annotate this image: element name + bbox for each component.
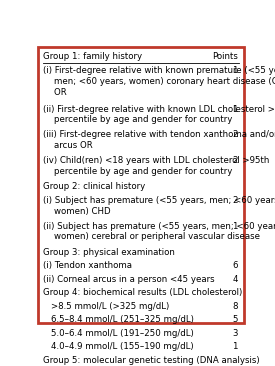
Text: 2: 2 <box>232 156 238 165</box>
Text: 6.5–8.4 mmol/L (251–325 mg/dL): 6.5–8.4 mmol/L (251–325 mg/dL) <box>51 315 194 324</box>
Text: 2: 2 <box>232 196 238 205</box>
Text: (ii) Corneal arcus in a person <45 years: (ii) Corneal arcus in a person <45 years <box>43 275 214 284</box>
Text: 8: 8 <box>232 302 238 311</box>
Text: 1: 1 <box>232 105 238 113</box>
Text: (iv) Child(ren) <18 years with LDL cholesterol >95th
    percentile by age and g: (iv) Child(ren) <18 years with LDL chole… <box>43 156 269 176</box>
Text: 1: 1 <box>232 342 238 351</box>
Text: 3: 3 <box>232 329 238 338</box>
Text: 5.0–6.4 mmol/L (191–250 mg/dL): 5.0–6.4 mmol/L (191–250 mg/dL) <box>51 329 194 338</box>
Text: Group 5: molecular genetic testing (DNA analysis): Group 5: molecular genetic testing (DNA … <box>43 356 260 365</box>
Text: 1: 1 <box>232 222 238 231</box>
Text: (i) First-degree relative with known premature (<55 years,
    men; <60 years, w: (i) First-degree relative with known pre… <box>43 66 275 97</box>
Text: Group 3: physical examination: Group 3: physical examination <box>43 248 175 257</box>
Text: (ii) Subject has premature (<55 years, men; <60 years,
    women) cerebral or pe: (ii) Subject has premature (<55 years, m… <box>43 222 275 242</box>
Text: 5: 5 <box>232 315 238 324</box>
Text: Group 2: clinical history: Group 2: clinical history <box>43 182 145 191</box>
Text: (i) Subject has premature (<55 years, men; <60 years,
    women) CHD: (i) Subject has premature (<55 years, me… <box>43 196 275 216</box>
Text: 2: 2 <box>232 130 238 139</box>
Text: 1: 1 <box>232 66 238 75</box>
Text: Group 1: family history: Group 1: family history <box>43 52 142 60</box>
Text: (iii) First-degree relative with tendon xanthoma and/or corneal
    arcus OR: (iii) First-degree relative with tendon … <box>43 130 275 150</box>
Text: 6: 6 <box>232 261 238 270</box>
Text: 4: 4 <box>232 275 238 284</box>
Text: (i) Tendon xanthoma: (i) Tendon xanthoma <box>43 261 132 270</box>
Text: Points: Points <box>212 52 238 60</box>
Text: >8.5 mmol/L (>325 mg/dL): >8.5 mmol/L (>325 mg/dL) <box>51 302 170 311</box>
Text: (ii) First-degree relative with known LDL cholesterol >95th
    percentile by ag: (ii) First-degree relative with known LD… <box>43 105 275 124</box>
Text: 4.0–4.9 mmol/L (155–190 mg/dL): 4.0–4.9 mmol/L (155–190 mg/dL) <box>51 342 194 351</box>
Text: Group 4: biochemical results (LDL cholesterol): Group 4: biochemical results (LDL choles… <box>43 288 242 297</box>
